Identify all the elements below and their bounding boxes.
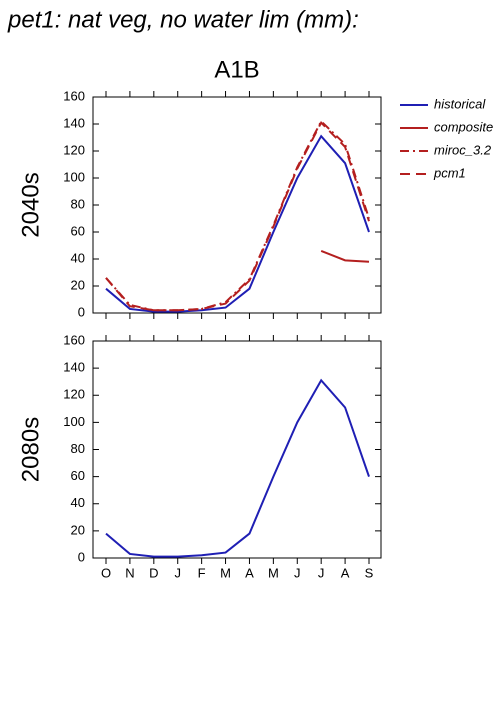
y-tick-label: 140 — [63, 360, 85, 375]
y-tick-label: 160 — [63, 332, 85, 347]
y-axis-label: 2080s — [17, 417, 44, 482]
panel-title: A1B — [214, 56, 259, 83]
y-tick-label: 40 — [71, 250, 85, 265]
y-tick-label: 20 — [71, 277, 85, 292]
y-tick-label: 80 — [71, 441, 85, 456]
figure-title: pet1: nat veg, no water lim (mm): — [7, 6, 359, 33]
y-tick-label: 120 — [63, 387, 85, 402]
legend-label: miroc_3.2 — [434, 142, 492, 157]
series-line — [105, 134, 370, 313]
x-tick-label: A — [341, 565, 350, 580]
y-tick-label: 20 — [71, 522, 85, 537]
y-tick-label: 0 — [78, 549, 85, 564]
x-tick-label: M — [220, 565, 231, 580]
series-line — [320, 249, 370, 263]
y-axis-label: 2040s — [17, 172, 44, 237]
x-tick-label: N — [125, 565, 134, 580]
series-line — [105, 378, 370, 558]
plot-frame — [92, 96, 382, 314]
x-tick-label: S — [365, 565, 374, 580]
y-tick-label: 160 — [63, 88, 85, 103]
x-tick-label: F — [198, 565, 206, 580]
x-tick-label: M — [268, 565, 279, 580]
legend-label: pcm1 — [433, 165, 466, 180]
y-tick-label: 60 — [71, 223, 85, 238]
plot-frame — [92, 340, 382, 559]
legend-label: historical — [434, 96, 486, 111]
x-tick-label: A — [245, 565, 254, 580]
legend-label: composite — [434, 119, 493, 134]
x-tick-label: J — [174, 565, 181, 580]
y-tick-label: 40 — [71, 495, 85, 510]
y-tick-label: 0 — [78, 304, 85, 319]
series-line — [105, 120, 370, 312]
y-tick-label: 100 — [63, 169, 85, 184]
x-tick-label: J — [294, 565, 301, 580]
x-tick-label: D — [149, 565, 158, 580]
y-tick-label: 120 — [63, 142, 85, 157]
x-tick-label: J — [318, 565, 325, 580]
x-tick-label: O — [101, 565, 111, 580]
y-tick-label: 100 — [63, 414, 85, 429]
y-tick-label: 80 — [71, 196, 85, 211]
y-tick-label: 60 — [71, 468, 85, 483]
series-line — [105, 119, 370, 312]
y-tick-label: 140 — [63, 115, 85, 130]
